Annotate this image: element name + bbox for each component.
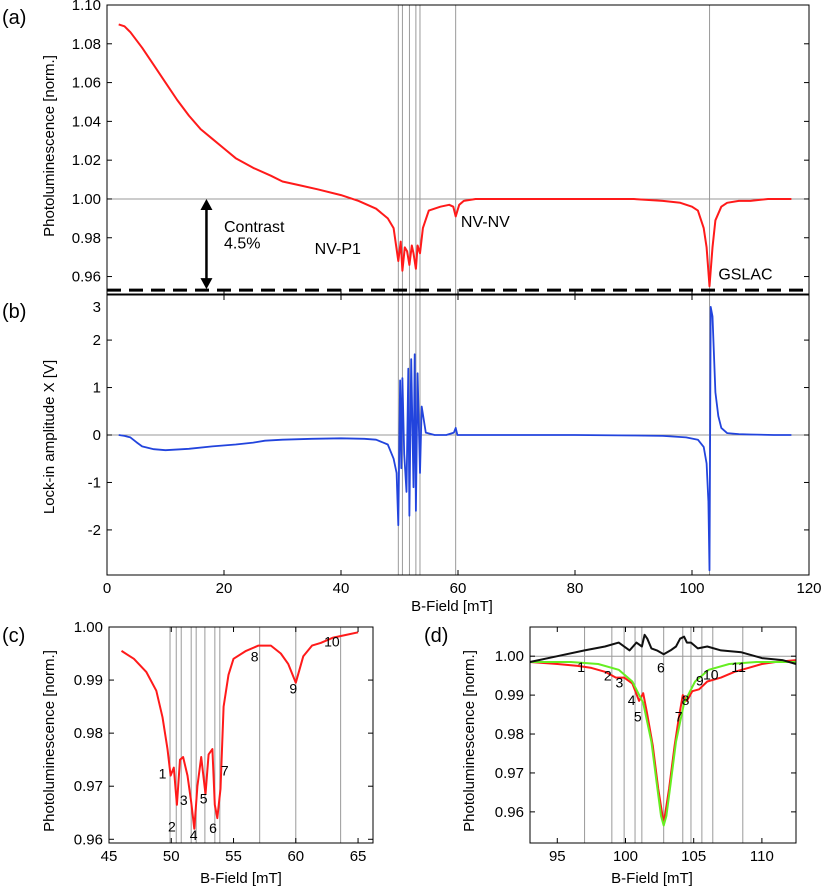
d-ytick-label-1: 0.96 — [495, 804, 524, 821]
a-contrast-arrow-head-down — [200, 278, 213, 290]
d-ytick-label-3: 0.98 — [495, 726, 524, 743]
b-xtick-label-6: 100 — [679, 580, 704, 597]
a-contrast-arrow-head-up — [200, 198, 213, 210]
panel-label-d: (d) — [424, 625, 448, 647]
d-annotation-6: 6 — [657, 660, 665, 676]
b-ytick-label-5: 2 — [93, 332, 101, 349]
b-xtick-label-7: 120 — [796, 580, 821, 597]
d-series-line-fit — [530, 661, 796, 827]
a-ytick-label-2: 0.98 — [72, 230, 101, 247]
b-xtick-label-3: 40 — [333, 580, 350, 597]
b-ytick-label-2: -1 — [88, 474, 101, 491]
a-plot-frame — [106, 4, 810, 295]
c-series-line-1 — [120, 631, 359, 830]
c-annotation-1: 1 — [159, 765, 167, 781]
y-axis-label-a: Photoluminescence [norm.] — [41, 55, 58, 237]
d-annotation-5: 5 — [634, 709, 642, 725]
c-xtick-label-2: 50 — [163, 848, 180, 865]
d-annotation-11: 11 — [731, 659, 746, 675]
d-annotation-8: 8 — [682, 692, 690, 708]
a-series-line-1 — [118, 23, 792, 288]
a-annotation-1: Contrast — [224, 219, 285, 236]
a-ytick-label-7: 1.08 — [72, 36, 101, 53]
a-annotation-5: GSLAC — [718, 266, 772, 283]
c-annotation-7: 7 — [221, 763, 229, 779]
c-annotation-3: 3 — [180, 792, 188, 808]
b-ytick-label-3: 0 — [93, 427, 101, 444]
c-xtick-label-1: 45 — [101, 848, 118, 865]
y-axis-label-c: Photoluminescence [norm.] — [41, 650, 58, 832]
d-xtick-label-2: 100 — [613, 848, 638, 865]
d-series-line-difference — [529, 633, 797, 665]
c-ytick-label-4: 0.99 — [74, 672, 103, 689]
b-xtick-label-1: 0 — [103, 580, 111, 597]
x-axis-label-c: B-Field [mT] — [200, 870, 282, 887]
c-annotation-5: 5 — [200, 791, 208, 807]
c-ytick-label-5: 1.00 — [74, 619, 103, 636]
a-ytick-label-4: 1.02 — [72, 152, 101, 169]
a-ytick-label-5: 1.04 — [72, 113, 101, 130]
panel-label-a: (a) — [2, 7, 26, 29]
y-axis-label-b: Lock-in amplitude X [V] — [41, 360, 58, 514]
d-annotation-2: 2 — [604, 668, 612, 684]
a-annotation-3: NV-P1 — [315, 241, 361, 258]
b-xtick-label-5: 80 — [567, 580, 584, 597]
panel-d: 1 2 345 6 789 10 11 0.96 0.97 0.98 0.99 1.00 95 100 10… — [495, 626, 797, 865]
c-annotation-6: 6 — [209, 820, 217, 836]
a-ytick-label-3: 1.00 — [72, 191, 101, 208]
b-plot-frame — [106, 294, 810, 576]
c-ytick-label-3: 0.98 — [74, 725, 103, 742]
b-series-line-1 — [118, 305, 792, 572]
d-ytick-label-5: 1.00 — [495, 648, 524, 665]
d-xtick-label-1: 95 — [549, 848, 566, 865]
b-ytick-label-4: 1 — [93, 380, 101, 397]
d-xtick-label-3: 105 — [681, 848, 706, 865]
d-xtick-label-4: 110 — [750, 848, 774, 865]
panel-label-b: (b) — [2, 301, 26, 323]
c-annotation-10: 10 — [324, 634, 340, 650]
a-ytick-label-1: 0.96 — [72, 269, 101, 286]
y-axis-label-d: Photoluminescence [norm.] — [461, 650, 478, 832]
a-annotation-4: NV-NV — [461, 214, 510, 231]
b-ytick-label-1: -2 — [88, 522, 101, 539]
d-ytick-label-2: 0.97 — [495, 765, 524, 782]
x-axis-label-d: B-Field [mT] — [611, 870, 693, 887]
x-axis-label-b: B-Field [mT] — [411, 598, 493, 615]
c-ytick-label-2: 0.97 — [74, 778, 103, 795]
c-xtick-label-5: 65 — [350, 848, 367, 865]
c-annotation-4: 4 — [190, 827, 198, 843]
b-xtick-label-2: 20 — [216, 580, 233, 597]
b-xtick-label-4: 60 — [450, 580, 467, 597]
c-plot-frame — [108, 626, 374, 844]
panel-label-c: (c) — [2, 625, 25, 647]
d-annotation-9: 9 — [696, 672, 704, 688]
c-ytick-label-1: 0.96 — [74, 831, 103, 848]
d-annotation-1: 1 — [577, 659, 585, 675]
d-annotation-4: 4 — [628, 692, 636, 708]
d-annotation-10: 10 — [703, 667, 719, 683]
b-ytick-label-top: 3 — [93, 299, 101, 316]
d-ytick-label-4: 0.99 — [495, 687, 524, 704]
d-annotation-7: 7 — [675, 709, 683, 725]
c-annotation-2: 2 — [168, 818, 176, 834]
d-annotation-3: 3 — [615, 674, 623, 690]
a-ytick-label-8: 1.10 — [72, 0, 101, 14]
a-annotation-2: 4.5% — [224, 235, 260, 252]
c-annotation-9: 9 — [289, 680, 297, 696]
a-ytick-label-6: 1.06 — [72, 75, 101, 92]
d-series-line-measured — [529, 659, 797, 825]
c-xtick-label-4: 60 — [287, 848, 304, 865]
c-annotation-8: 8 — [251, 648, 259, 664]
d-plot-frame — [529, 626, 797, 844]
c-xtick-label-3: 55 — [225, 848, 242, 865]
